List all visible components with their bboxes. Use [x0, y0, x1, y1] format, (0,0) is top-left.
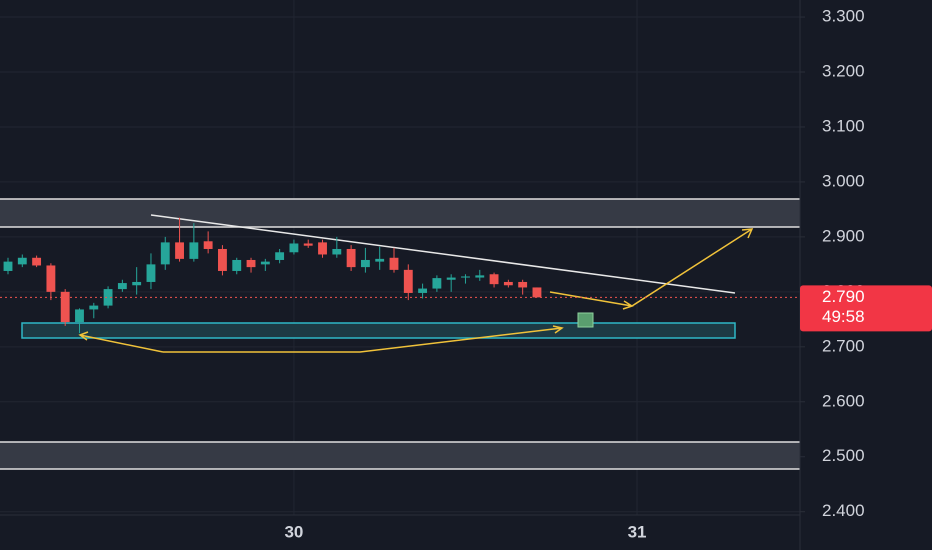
candle-body	[461, 276, 470, 278]
arrows	[78, 228, 754, 353]
candle-body	[532, 287, 542, 298]
candle-body	[160, 242, 170, 265]
candle-body	[103, 289, 113, 306]
candle-body	[60, 291, 70, 323]
y-tick-label: 2.500	[822, 446, 865, 465]
candle-body	[46, 265, 56, 292]
candle-body	[389, 257, 399, 270]
countdown: 49:58	[822, 307, 865, 326]
candle-body	[232, 259, 242, 271]
drawings	[0, 198, 800, 470]
candle-body	[503, 281, 513, 286]
candle-body	[260, 261, 270, 265]
candle-body	[303, 243, 313, 246]
candle-body	[318, 242, 327, 255]
candle-body	[518, 281, 528, 288]
arrow	[163, 325, 564, 353]
candle-body	[375, 258, 385, 262]
y-tick-label: 3.100	[822, 116, 865, 135]
candles	[3, 217, 542, 334]
arrow	[78, 331, 164, 353]
candle-body	[246, 259, 256, 268]
price-label-box	[800, 285, 932, 332]
candle-body	[489, 274, 499, 285]
price-label: 2.790	[822, 287, 865, 306]
candle-body	[275, 252, 285, 260]
support-zone	[0, 442, 800, 469]
x-tick-label: 30	[284, 522, 303, 541]
trend-line	[150, 214, 736, 294]
y-tick-label: 2.700	[822, 336, 865, 355]
y-tick-label: 2.400	[822, 501, 865, 520]
candle-body	[346, 248, 356, 268]
candle-body	[360, 259, 370, 268]
candle-body	[203, 241, 213, 249]
candle-body	[446, 277, 456, 280]
x-tick-label: 31	[628, 522, 647, 541]
arrow	[631, 228, 754, 307]
y-tick-label: 3.000	[822, 171, 865, 190]
y-tick-label: 3.200	[822, 61, 865, 80]
resistance-zone	[0, 199, 800, 227]
y-tick-label: 2.900	[822, 226, 865, 245]
candle-body	[3, 261, 13, 271]
candle-body	[432, 278, 442, 289]
candle-body	[117, 283, 127, 290]
candle-body	[475, 275, 485, 278]
candle-body	[289, 243, 299, 253]
target-marker	[577, 312, 594, 328]
candle-body	[146, 264, 156, 282]
candle-body	[332, 248, 342, 255]
candle-body	[418, 288, 428, 293]
candle-body	[89, 305, 99, 310]
y-tick-label: 3.300	[822, 7, 865, 26]
candle-body	[218, 248, 227, 271]
candle-body	[132, 281, 142, 286]
y-tick-label: 2.600	[822, 391, 865, 410]
demand-box	[21, 322, 736, 339]
candle-body	[32, 257, 42, 266]
candle-body	[175, 242, 184, 259]
candle-body	[17, 257, 27, 265]
candle-body	[403, 269, 413, 293]
candle-body	[189, 242, 199, 259]
candle-body	[75, 309, 84, 323]
